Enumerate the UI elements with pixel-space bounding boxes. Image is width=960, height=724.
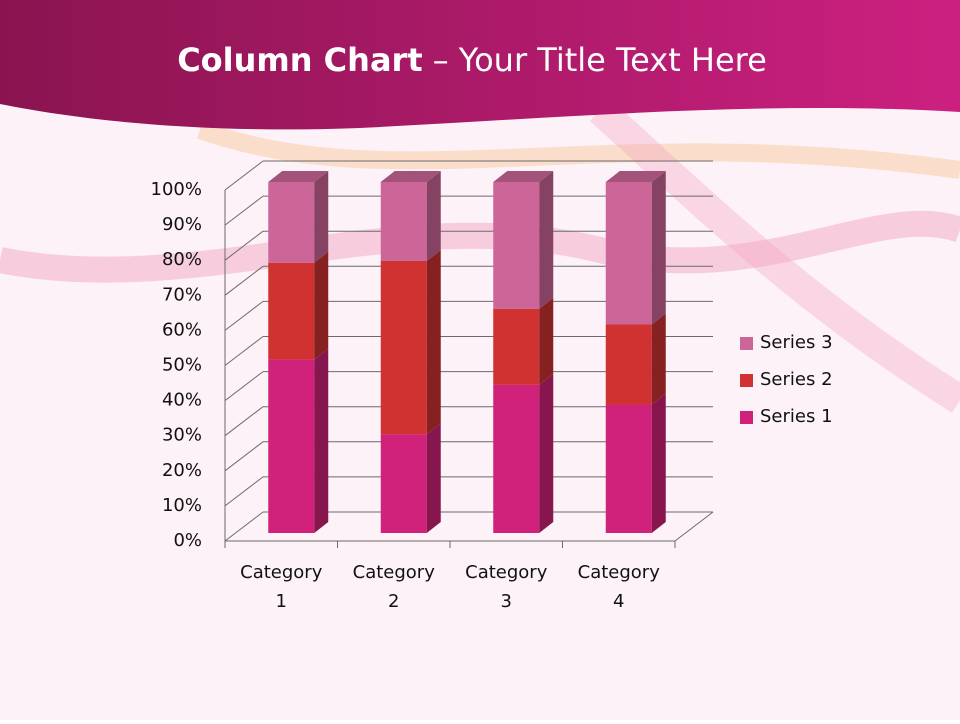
bar-top (493, 171, 554, 182)
grid-line (224, 371, 264, 401)
bar (605, 324, 652, 405)
bar (268, 359, 315, 533)
x-tick-label: Category 3 (465, 562, 548, 612)
bar-side (426, 171, 441, 261)
y-tick-label: 50% (162, 355, 202, 376)
grid-line (224, 476, 264, 507)
legend-swatch (740, 374, 753, 387)
bar-top (268, 171, 329, 182)
bar (380, 260, 427, 435)
decor-swoosh (589, 98, 960, 413)
y-tick-label: 40% (162, 390, 202, 411)
slide-title: Column Chart – Your Title Text Here (177, 41, 767, 79)
header-band (0, 0, 960, 130)
legend-label: Series 3 (760, 332, 833, 353)
x-tick-label: Category 2 (353, 562, 436, 612)
y-tick-label: 80% (162, 249, 202, 270)
bar-side (539, 297, 554, 385)
bar-top (605, 171, 666, 182)
bar-side (651, 171, 666, 325)
grid-line (224, 265, 264, 296)
grid-line (224, 230, 264, 261)
x-tick-label: Category 4 (578, 562, 661, 612)
title-emphasis: Column Chart (177, 41, 422, 79)
grid-line (224, 160, 264, 191)
bar-side (539, 171, 554, 309)
bar-side (314, 171, 329, 263)
legend-label: Series 2 (760, 369, 833, 390)
bar (493, 384, 540, 533)
decor-swoosh (0, 210, 960, 283)
bar (605, 404, 652, 533)
bar (268, 182, 315, 263)
y-tick-label: 0% (173, 530, 202, 551)
y-tick-label: 100% (151, 179, 202, 200)
bar-side (314, 251, 329, 360)
y-tick-label: 10% (162, 495, 202, 516)
bar (268, 262, 315, 360)
bar-side (426, 423, 441, 533)
decor-swoosh (197, 121, 960, 179)
plot-area: 0% 10% 20% 30% 40% 50% 60% 70% 80% 90% 100% Categor… (151, 160, 833, 612)
bar (380, 182, 427, 261)
bar-top (380, 171, 441, 182)
legend-swatch (740, 337, 753, 350)
x-tick-label: Category 1 (240, 562, 323, 612)
y-tick-label: 90% (162, 214, 202, 235)
bar (605, 182, 652, 325)
bar (493, 182, 540, 309)
bar-side (539, 373, 554, 533)
floor-edge (674, 511, 714, 542)
y-tick-label: 20% (162, 460, 202, 481)
bar-side (651, 393, 666, 533)
grid-line (224, 301, 264, 331)
grid-line (224, 441, 264, 472)
bar-side (426, 249, 441, 435)
grid-line (224, 195, 264, 226)
bar-side (314, 348, 329, 533)
bar (493, 308, 540, 385)
legend-swatch (740, 411, 753, 424)
grid-line (224, 511, 264, 542)
y-tick-label: 30% (162, 425, 202, 446)
bar-side (651, 313, 666, 405)
y-tick-label: 60% (162, 319, 202, 340)
bar (380, 434, 427, 533)
y-tick-label: 70% (162, 284, 202, 305)
legend-label: Series 1 (760, 406, 833, 427)
grid-line (224, 406, 264, 437)
title-rest: – Your Title Text Here (433, 41, 767, 79)
grid-line (224, 336, 264, 366)
